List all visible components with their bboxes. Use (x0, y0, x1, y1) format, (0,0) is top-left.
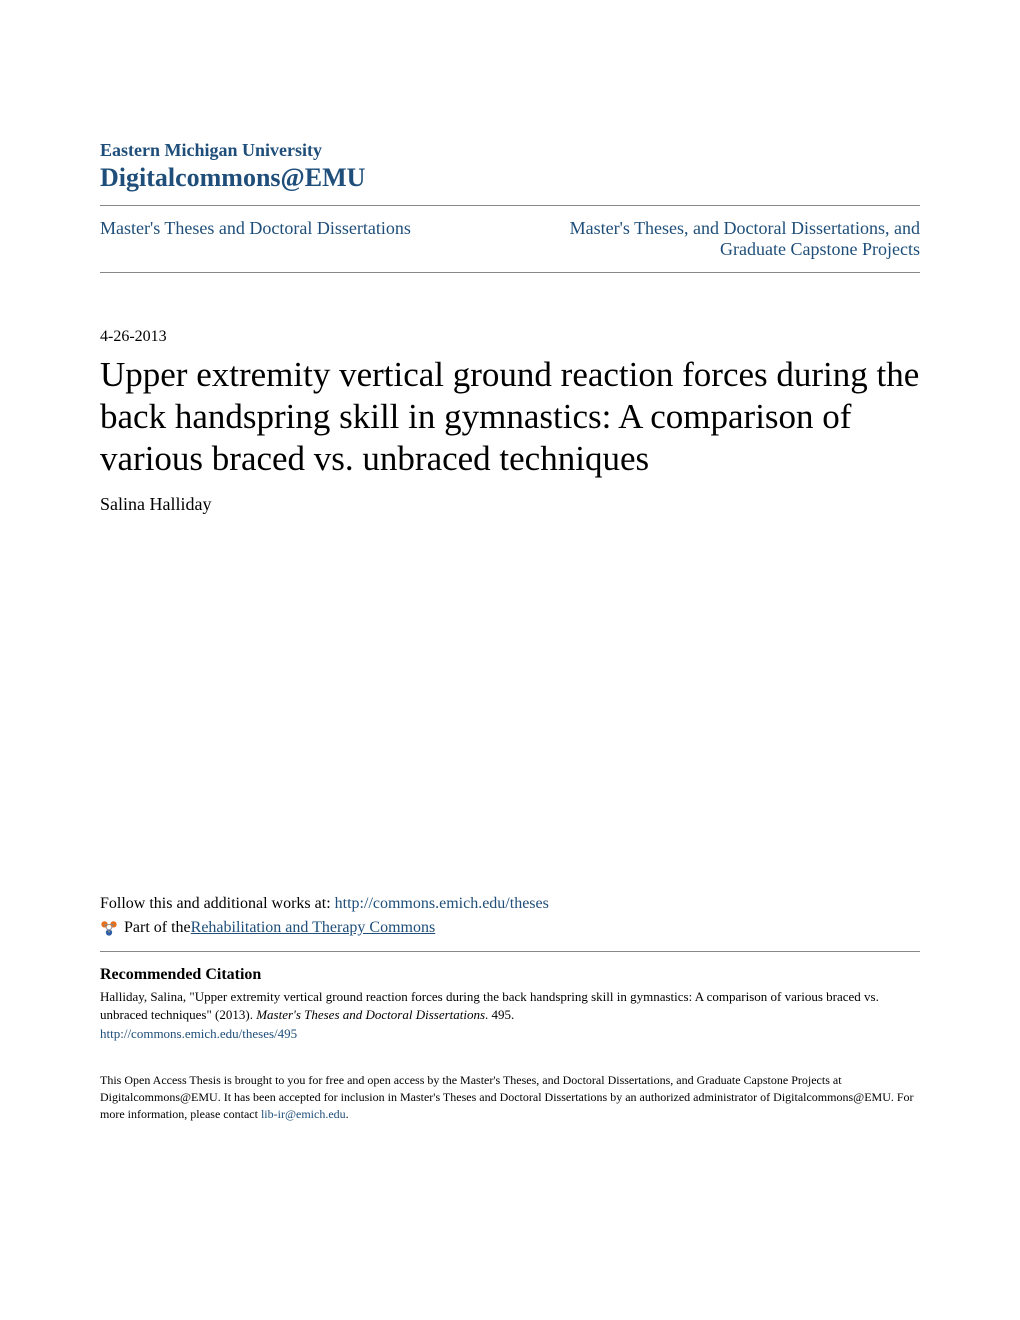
footer-text: This Open Access Thesis is brought to yo… (100, 1072, 920, 1122)
author-name: Salina Halliday (100, 494, 920, 515)
citation-part2: . 495. (485, 1007, 514, 1022)
citation-text: Halliday, Salina, "Upper extremity verti… (100, 988, 920, 1024)
breadcrumb-collection[interactable]: Master's Theses and Doctoral Dissertatio… (100, 218, 411, 239)
follow-url[interactable]: http://commons.emich.edu/theses (335, 895, 549, 912)
breadcrumb-divider (100, 272, 920, 273)
footer-part1: This Open Access Thesis is brought to yo… (100, 1073, 914, 1121)
commons-link[interactable]: Rehabilitation and Therapy Commons (191, 919, 436, 937)
footer-email[interactable]: lib-ir@emich.edu (261, 1107, 346, 1121)
document-title: Upper extremity vertical ground reaction… (100, 354, 920, 480)
follow-prefix: Follow this and additional works at: (100, 895, 335, 912)
institution-name: Eastern Michigan University (100, 140, 920, 161)
part-prefix: Part of the (124, 919, 191, 937)
publication-date: 4-26-2013 (100, 328, 920, 346)
network-icon (100, 919, 118, 937)
follow-text: Follow this and additional works at: htt… (100, 895, 920, 913)
breadcrumb-parent[interactable]: Master's Theses, and Doctoral Dissertati… (520, 218, 920, 260)
part-of-row: Part of the Rehabilitation and Therapy C… (100, 919, 920, 937)
follow-divider (100, 951, 920, 952)
breadcrumb-row: Master's Theses and Doctoral Dissertatio… (100, 206, 920, 272)
site-name[interactable]: Digitalcommons@EMU (100, 163, 920, 193)
footer-part2: . (346, 1107, 349, 1121)
citation-header: Recommended Citation (100, 966, 920, 984)
citation-italic: Master's Theses and Doctoral Dissertatio… (256, 1007, 485, 1022)
citation-url[interactable]: http://commons.emich.edu/theses/495 (100, 1026, 920, 1042)
